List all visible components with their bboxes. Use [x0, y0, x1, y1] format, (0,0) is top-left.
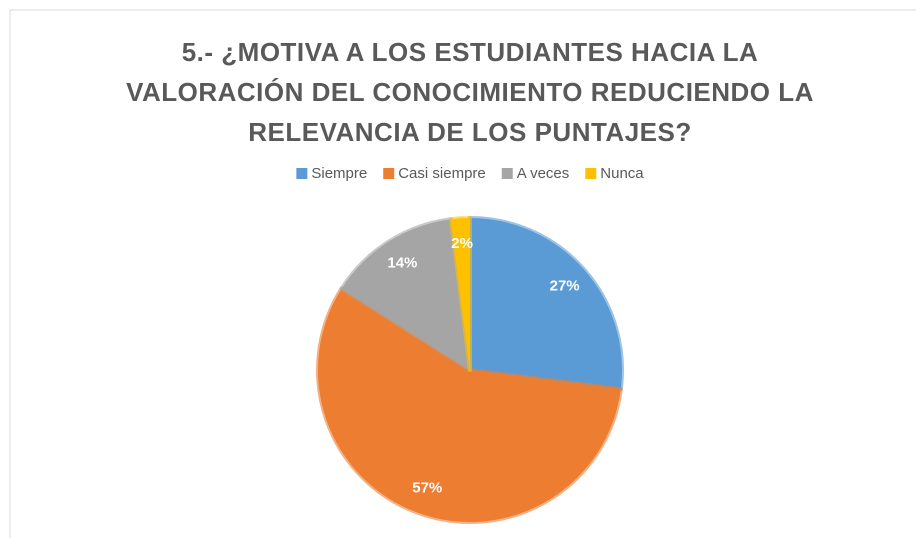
legend-swatch	[501, 168, 513, 179]
legend-label: Nunca	[600, 165, 644, 182]
legend-label: Siempre	[311, 165, 367, 182]
data-label: 14%	[387, 254, 417, 271]
legend-label: Casi siempre	[398, 165, 486, 182]
pie-slice	[339, 217, 472, 372]
legend-swatch	[296, 168, 308, 179]
pie-slice	[468, 216, 624, 392]
data-label: 2%	[451, 235, 473, 252]
legend-label: A veces	[517, 165, 570, 182]
chart-title: 5.- ¿MOTIVA A LOS ESTUDIANTES HACIA LA V…	[126, 37, 814, 147]
data-label: 57%	[412, 480, 442, 497]
legend-swatch	[383, 168, 395, 179]
legend-swatch	[585, 168, 597, 179]
data-label: 27%	[550, 278, 580, 295]
pie-slice	[316, 286, 623, 524]
chart-frame	[9, 9, 916, 538]
pie-slice	[448, 216, 472, 372]
